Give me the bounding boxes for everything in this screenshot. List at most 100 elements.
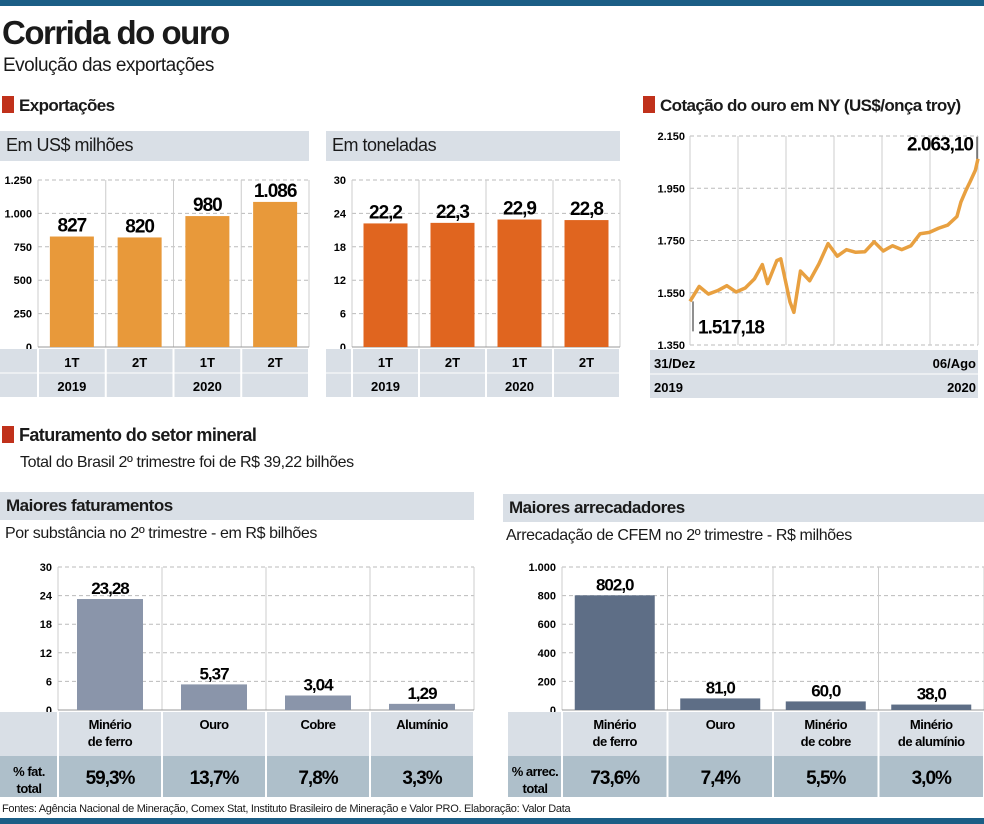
y-tick-label: 250 <box>14 309 32 321</box>
y-tick-label: 12 <box>40 648 52 660</box>
data-label: 827 <box>58 216 87 237</box>
y-tick-label: 800 <box>538 591 556 603</box>
y-tick-label: 2.150 <box>657 131 685 143</box>
category-label: 1T <box>378 355 393 370</box>
share-row <box>0 756 474 797</box>
y-tick-label: 0 <box>550 705 556 717</box>
share-row-label: % arrec. total <box>512 764 559 796</box>
section-faturamento: Faturamento do setor mineral <box>2 425 257 446</box>
y-tick-label: 1.250 <box>4 175 32 187</box>
data-label: 820 <box>125 216 154 237</box>
start-value-label: 1.517,18 <box>698 317 764 338</box>
data-label: 60,0 <box>811 681 841 700</box>
y-tick-label: 1.000 <box>528 562 556 574</box>
share-row-label: % fat. total <box>13 764 45 796</box>
data-label: 980 <box>193 195 222 216</box>
share-value: 59,3% <box>86 768 136 789</box>
page-title: Corrida do ouro <box>2 14 230 51</box>
category-label: Cobre <box>300 717 335 732</box>
category-label: 2T <box>579 355 594 370</box>
category-label: 1T <box>200 355 215 370</box>
category-band <box>0 712 474 756</box>
panel-header-faturamentos: Maiores faturamentos <box>0 492 474 520</box>
year-label: 2020 <box>505 379 534 394</box>
data-label: 22,3 <box>436 202 469 223</box>
category-label: 2T <box>132 355 147 370</box>
bar <box>564 220 609 347</box>
bar <box>285 695 351 710</box>
bar <box>680 698 761 710</box>
category-label: 2T <box>268 355 283 370</box>
share-value: 3,0% <box>912 768 952 789</box>
y-tick-label: 30 <box>40 562 52 574</box>
section-title: Cotação do ouro em NY (US$/onça troy) <box>660 96 961 115</box>
section-marker <box>643 96 655 113</box>
category-label: Alumínio <box>396 717 448 732</box>
top-bar <box>0 0 984 6</box>
category-label: Minério de cobre <box>801 717 851 749</box>
y-tick-label: 1.000 <box>4 208 32 220</box>
year-label: 2019 <box>371 379 400 394</box>
category-label: Ouro <box>199 717 229 732</box>
x-start-label: 31/Dez <box>654 356 696 371</box>
data-label: 23,28 <box>91 579 129 598</box>
y-tick-label: 12 <box>334 275 346 287</box>
section-gold: Cotação do ouro em NY (US$/onça troy) <box>643 96 961 116</box>
data-label: 22,2 <box>369 202 402 223</box>
category-band <box>508 712 984 756</box>
share-value: 3,3% <box>402 768 442 789</box>
panel-subtitle-faturamentos: Por substância no 2º trimestre - em R$ b… <box>5 525 318 542</box>
bottom-bar <box>0 818 984 824</box>
y-tick-label: 18 <box>334 242 346 254</box>
bar <box>253 201 298 347</box>
share-value: 5,5% <box>806 768 846 789</box>
category-label: 1T <box>64 355 79 370</box>
data-label: 3,04 <box>303 676 334 695</box>
year-label: 2019 <box>654 380 683 395</box>
bar <box>363 223 408 347</box>
data-label: 22,9 <box>503 199 536 220</box>
data-label: 81,0 <box>706 678 736 697</box>
end-value-label: 2.063,10 <box>907 135 973 156</box>
section-subtitle: Total do Brasil 2º trimestre foi de R$ 3… <box>20 454 354 471</box>
year-label: 2020 <box>947 380 976 395</box>
category-label: Minério de ferro <box>88 717 133 749</box>
y-tick-label: 600 <box>538 619 556 631</box>
footer-sources: Fontes: Agência Nacional de Mineração, C… <box>2 803 571 815</box>
data-label: 1,29 <box>407 684 437 703</box>
year-label: 2019 <box>57 379 86 394</box>
category-label: Ouro <box>706 717 736 732</box>
bar <box>497 219 542 347</box>
panel-header-arrecadadores: Maiores arrecadadores <box>503 494 984 522</box>
y-tick-label: 6 <box>46 676 52 688</box>
page-subtitle: Evolução das exportações <box>3 55 214 76</box>
share-value: 13,7% <box>190 768 240 789</box>
section-title: Exportações <box>19 96 115 115</box>
category-label: Minério de alumínio <box>898 717 965 749</box>
bar <box>891 704 972 710</box>
share-value: 7,4% <box>701 768 741 789</box>
data-label: 38,0 <box>917 685 947 704</box>
section-marker <box>2 96 14 113</box>
data-label: 5,37 <box>199 664 229 683</box>
bar <box>77 599 143 710</box>
y-tick-label: 0 <box>46 705 52 717</box>
section-exportacoes: Exportações <box>2 96 115 116</box>
x-end-label: 06/Ago <box>933 356 976 371</box>
bar <box>181 684 247 710</box>
y-tick-label: 750 <box>14 242 32 254</box>
panel-header-usd: Em US$ milhões <box>0 131 309 161</box>
category-label: 2T <box>445 355 460 370</box>
y-tick-label: 1.750 <box>657 236 685 248</box>
bar <box>785 701 866 710</box>
y-tick-label: 24 <box>40 591 53 603</box>
y-tick-label: 1.350 <box>657 340 685 352</box>
panel-subtitle-arrecadadores: Arrecadação de CFEM no 2º trimestre - R$… <box>506 527 852 544</box>
section-marker <box>2 426 14 443</box>
y-tick-label: 6 <box>340 309 346 321</box>
bar <box>430 222 475 347</box>
y-tick-label: 18 <box>40 619 52 631</box>
year-label: 2020 <box>193 379 222 394</box>
share-value: 73,6% <box>590 768 640 789</box>
